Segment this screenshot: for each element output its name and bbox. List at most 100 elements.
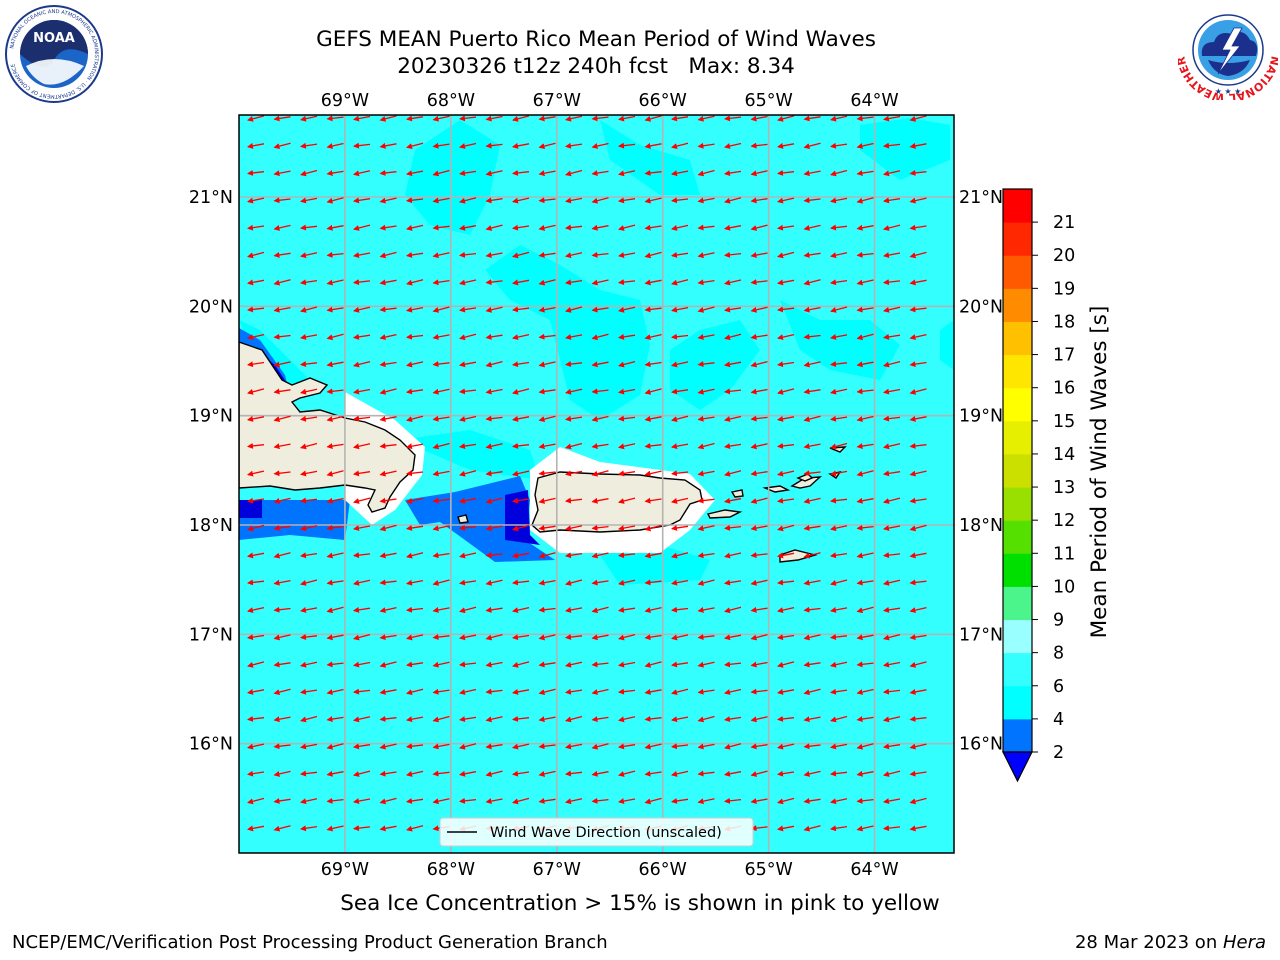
wind-arrow-197 [644,306,662,313]
wind-arrow-449 [432,579,450,586]
wind-arrow-233 [909,333,927,341]
svg-text:★ ★ ★: ★ ★ ★ [1215,87,1242,96]
wind-arrow-23 [856,115,874,122]
wind-arrow-347 [485,470,503,477]
land-masses [239,341,847,563]
wind-arrow-634 [512,770,530,777]
wind-arrow-159 [326,279,344,286]
wind-arrow-98 [777,197,795,204]
wind-arrow-312 [247,442,265,449]
wind-arrow-355 [697,470,715,477]
footer-machine: Hera [1222,932,1266,953]
wind-arrow-558 [565,688,583,695]
wind-arrow-471 [326,606,344,614]
wind-arrow-111 [432,224,450,231]
wind-arrow-621 [856,743,874,750]
wind-arrow-199 [697,306,715,313]
wind-arrow-71 [750,170,768,177]
wind-arrow-225 [697,334,715,340]
wind-arrow-350 [565,470,583,477]
wind-arrow-518 [883,633,901,641]
wind-arrow-44 [724,142,742,149]
wind-arrow-291 [379,415,397,422]
wind-arrow-107 [326,224,344,231]
wind-arrow-131 [273,251,291,258]
footer-branch: NCEP/EMC/Verification Post Processing Pr… [12,932,608,953]
wind-arrow-27 [273,142,291,150]
wind-arrow-549 [326,688,344,695]
wind-arrow-658 [459,797,477,804]
wind-arrow-81 [326,197,344,204]
wind-arrow-590 [724,716,742,723]
wind-arrow-611 [591,743,609,750]
wind-arrow-280 [777,388,795,395]
wind-arrow-145 [644,251,662,259]
wind-arrow-545 [909,661,927,668]
wind-arrow-247 [591,361,609,368]
wind-arrow-475 [432,607,450,613]
wind-arrow-172 [671,279,689,286]
wind-arrow-586 [618,716,636,723]
wind-arrow-537 [697,661,715,668]
wind-arrow-306 [777,415,795,422]
wind-arrow-244 [512,361,530,368]
wind-arrow-83 [379,197,397,204]
colorbar-band-6 [1003,520,1032,554]
wind-arrow-479 [538,606,556,613]
wind-arrow-206 [883,306,901,313]
wind-arrow-431 [644,552,662,559]
wind-arrow-74 [830,169,848,177]
wind-arrow-118 [618,224,636,231]
wind-arrow-124 [777,224,795,231]
footer-date-text: 28 Mar 2023 on [1074,932,1223,953]
wind-arrow-581 [485,716,503,723]
wind-arrow-194 [565,306,583,313]
wind-arrow-96 [724,197,742,204]
wind-arrow-211 [326,333,344,341]
legend-label: Wind Wave Direction (unscaled) [490,825,722,841]
wind-arrow-477 [485,606,503,613]
wind-arrow-327 [644,442,662,449]
wind-arrow-69 [697,169,715,177]
wind-arrow-495 [273,634,291,641]
wind-arrow-598 [247,743,265,750]
wind-arrow-488 [777,606,795,614]
wind-arrow-203 [803,306,821,313]
wind-arrow-249 [644,361,662,368]
lat-label-left-1: 20°N [189,297,233,317]
wind-arrow-339 [273,470,291,477]
wind-arrow-241 [432,361,450,368]
wind-arrow-630 [406,770,424,777]
wind-arrow-410 [777,524,795,532]
wind-arrow-426 [512,552,530,559]
wind-arrow-88 [512,197,530,204]
wind-arrow-15 [644,115,662,122]
wind-arrow-279 [750,388,768,395]
wind-arrow-636 [565,770,583,777]
wind-arrow-363 [909,470,927,477]
wind-arrow-398 [459,524,477,531]
wind-arrow-310 [883,415,901,422]
wind-arrow-191 [485,306,503,313]
wind-arrow-174 [724,279,742,286]
wind-arrow-46 [777,142,795,149]
wind-arrow-328 [671,443,689,450]
wind-arrow-12 [565,115,583,122]
wind-arrow-468 [247,606,265,614]
wind-arrow-567 [803,688,821,696]
noaa-logo: NOAA NATIONAL OCEANIC AND ATMOSPHERIC AD… [5,5,103,103]
wind-arrow-568 [830,688,848,695]
wind-arrow-550 [353,688,371,695]
wind-arrow-97 [750,197,768,204]
wind-arrow-50 [883,142,901,149]
wind-arrow-404 [618,525,636,532]
longitude-labels-top: 69°W 68°W 67°W 66°W 65°W 64°W [321,91,899,111]
lon-label-bottom-0: 69°W [321,860,369,880]
wind-arrow-171 [644,279,662,286]
wind-arrow-45 [750,142,768,149]
wind-arrow-577 [379,715,397,722]
wind-arrow-270 [512,388,530,395]
wind-arrow-185 [326,306,344,313]
wind-arrow-583 [538,716,556,723]
wind-arrow-639 [644,770,662,777]
